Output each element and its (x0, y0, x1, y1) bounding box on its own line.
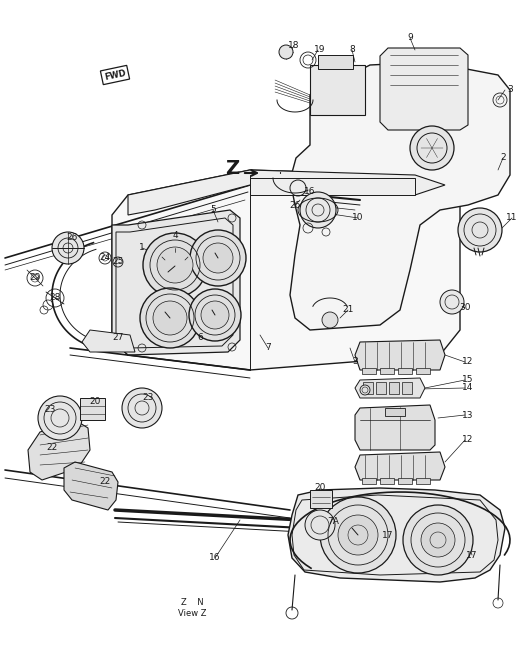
Circle shape (140, 288, 200, 348)
Text: 12: 12 (462, 358, 474, 366)
Bar (385, 408, 405, 416)
Bar (380, 368, 394, 374)
Bar (402, 382, 412, 394)
Bar (376, 382, 386, 394)
Text: 21: 21 (342, 305, 354, 315)
Text: 24: 24 (99, 254, 111, 262)
Circle shape (38, 396, 82, 440)
Polygon shape (290, 62, 510, 330)
Text: 26: 26 (67, 234, 77, 242)
Text: 26: 26 (289, 201, 301, 209)
Circle shape (279, 45, 293, 59)
Text: 9: 9 (407, 34, 413, 42)
Text: 23: 23 (44, 405, 56, 415)
Text: 16: 16 (209, 554, 221, 562)
Text: 18: 18 (288, 42, 300, 50)
Polygon shape (355, 452, 445, 480)
Polygon shape (112, 170, 460, 370)
Text: 6: 6 (197, 333, 203, 342)
Circle shape (322, 312, 338, 328)
Text: 14: 14 (462, 384, 474, 393)
Bar (318, 55, 353, 69)
Bar (389, 382, 399, 394)
Text: 4: 4 (172, 231, 178, 240)
Text: 13: 13 (462, 411, 474, 419)
Polygon shape (64, 462, 118, 510)
Text: 30: 30 (459, 303, 471, 313)
Text: 19: 19 (314, 46, 326, 54)
Circle shape (189, 289, 241, 341)
Circle shape (360, 385, 370, 395)
Text: 2: 2 (500, 154, 506, 162)
Polygon shape (355, 405, 435, 450)
Circle shape (52, 232, 84, 264)
Text: 11: 11 (506, 213, 518, 223)
Text: 20: 20 (89, 397, 101, 407)
Text: Z    N
View Z: Z N View Z (178, 599, 206, 618)
Bar (398, 478, 412, 484)
Bar (380, 478, 394, 484)
Polygon shape (380, 48, 468, 130)
Text: Z: Z (225, 158, 239, 178)
Text: 15: 15 (462, 376, 474, 384)
Text: 23: 23 (142, 393, 154, 403)
Circle shape (300, 192, 336, 228)
Circle shape (190, 230, 246, 286)
Text: 25: 25 (112, 258, 124, 266)
Bar (362, 368, 376, 374)
Polygon shape (250, 178, 415, 195)
Polygon shape (28, 420, 90, 480)
Polygon shape (288, 488, 505, 582)
Text: 12: 12 (462, 435, 474, 444)
Text: FWD: FWD (103, 68, 127, 82)
Text: 10: 10 (352, 213, 364, 223)
Text: 8: 8 (349, 46, 355, 54)
Text: 7A: 7A (327, 517, 339, 527)
Polygon shape (112, 210, 240, 355)
Text: 7: 7 (265, 344, 271, 352)
Text: 22: 22 (46, 444, 58, 452)
Circle shape (305, 510, 335, 540)
Bar (362, 478, 376, 484)
Polygon shape (355, 378, 425, 398)
Text: 28: 28 (49, 293, 61, 303)
Circle shape (153, 301, 187, 335)
Text: 1: 1 (139, 244, 145, 252)
Bar (363, 382, 373, 394)
Polygon shape (128, 170, 445, 215)
Text: 17: 17 (382, 531, 394, 539)
Text: 20: 20 (314, 484, 326, 493)
Circle shape (338, 515, 378, 555)
Circle shape (421, 523, 455, 557)
Text: 29: 29 (29, 274, 41, 282)
Text: 3: 3 (507, 85, 513, 95)
Text: 5: 5 (210, 205, 216, 215)
Bar (310, 65, 365, 115)
Polygon shape (82, 330, 135, 352)
Text: 22: 22 (99, 478, 111, 486)
Circle shape (410, 126, 454, 170)
Circle shape (201, 301, 229, 329)
Circle shape (203, 243, 233, 273)
Circle shape (143, 233, 207, 297)
Text: 3: 3 (352, 358, 358, 366)
Circle shape (320, 497, 396, 573)
Bar (80, 398, 105, 420)
Bar (416, 478, 430, 484)
Bar (398, 368, 412, 374)
Circle shape (440, 290, 464, 314)
Text: 17: 17 (466, 550, 478, 560)
Bar (416, 368, 430, 374)
Circle shape (122, 388, 162, 428)
Text: 27: 27 (112, 333, 124, 342)
Bar (310, 490, 332, 508)
Circle shape (403, 505, 473, 575)
Circle shape (157, 247, 193, 283)
Circle shape (458, 208, 502, 252)
Text: 16: 16 (304, 187, 316, 197)
Polygon shape (355, 340, 445, 370)
